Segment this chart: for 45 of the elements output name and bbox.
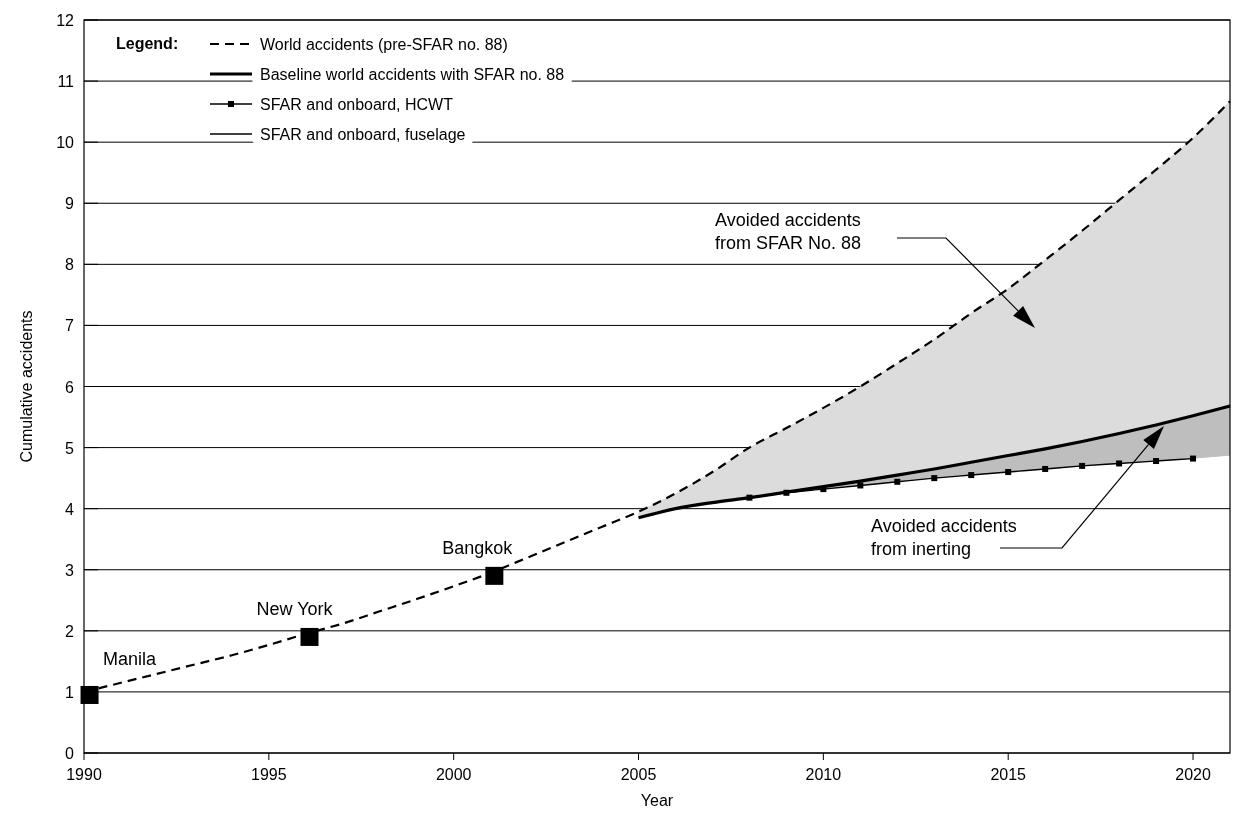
point	[1079, 462, 1086, 469]
x-tick-label: 2015	[990, 766, 1027, 783]
x-tick-label: 2020	[1175, 766, 1211, 783]
y-tick-label: 12	[56, 12, 75, 29]
point	[783, 489, 790, 496]
point	[857, 482, 864, 489]
point	[1042, 465, 1049, 472]
x-axis-title: Year	[640, 792, 674, 809]
point	[746, 494, 753, 501]
point	[968, 472, 975, 479]
annotation: Avoided accidents from SFAR No. 88	[715, 210, 862, 253]
y-tick-label: 5	[65, 439, 75, 457]
x-tick-label: 2010	[805, 766, 842, 783]
annotation: Manila	[103, 648, 158, 669]
point	[820, 486, 827, 493]
legend-label: World accidents (pre-SFAR no. 88)	[260, 36, 508, 53]
y-tick-label: 7	[65, 317, 75, 335]
y-tick-label: 10	[56, 134, 75, 152]
y-tick-label: 9	[65, 195, 75, 213]
point	[894, 478, 901, 485]
point	[1005, 469, 1012, 476]
point	[1116, 460, 1123, 467]
y-tick-label: 11	[57, 73, 75, 91]
y-tick-label: 8	[65, 256, 75, 274]
y-tick-label: 1	[65, 683, 75, 701]
y-tick-label: 3	[65, 561, 75, 579]
y-axis-title: Cumulative accidents	[18, 310, 35, 463]
annotation: Avoided accidents from inerting	[871, 516, 1017, 559]
legend-label: SFAR and onboard, HCWT	[260, 96, 454, 113]
x-tick-label: 2000	[435, 766, 472, 783]
point	[1190, 455, 1197, 462]
point	[931, 475, 938, 482]
y-tick-label: 0	[65, 745, 75, 762]
x-tick-label: 2005	[620, 766, 657, 783]
annotation: Bangkok	[442, 537, 514, 558]
point	[1153, 458, 1160, 465]
x-tick-label: 1990	[66, 766, 102, 783]
point	[485, 566, 504, 585]
annotation: New York	[256, 598, 334, 619]
y-tick-label: 2	[65, 622, 75, 640]
point	[300, 627, 319, 646]
legend-title: Legend:	[116, 35, 179, 52]
y-tick-label: 6	[65, 378, 75, 396]
y-tick-label: 4	[65, 500, 75, 518]
x-tick-label: 1995	[251, 766, 287, 783]
